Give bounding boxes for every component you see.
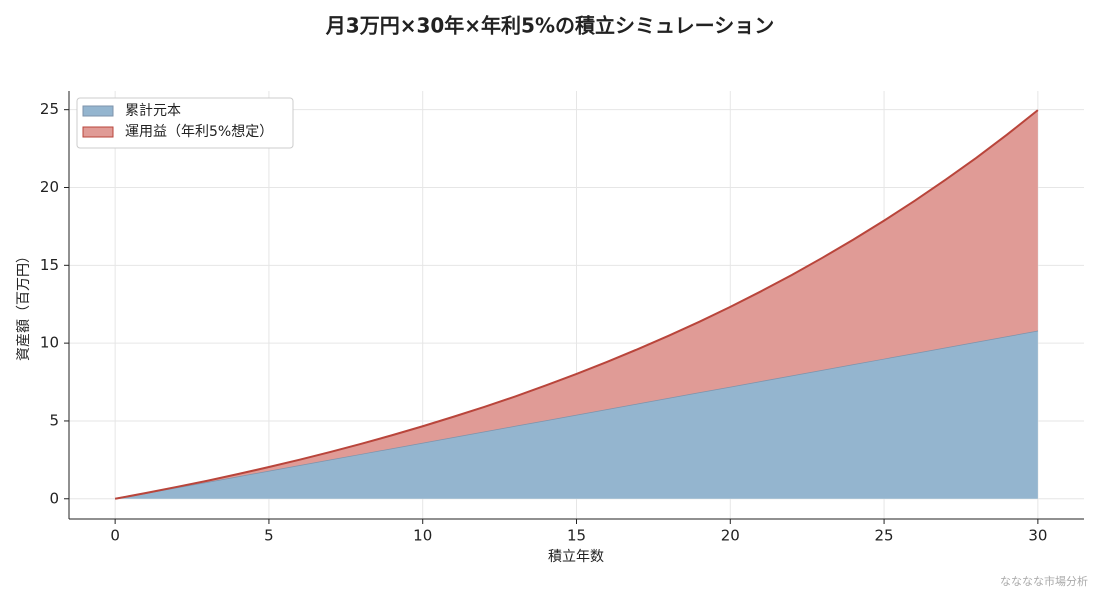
legend-swatch	[82, 126, 114, 138]
area	[115, 110, 1038, 499]
y-tick-label: 20	[40, 178, 59, 196]
legend-label: 運用益（年利5%想定）	[125, 124, 273, 140]
y-axis-label: 資産額（百万円）	[16, 249, 32, 361]
x-tick-label: 5	[264, 527, 274, 545]
legend-box	[76, 97, 294, 149]
y-tick-label: 15	[40, 256, 59, 274]
legend-label: 累計元本	[125, 103, 181, 119]
chart-title: 月3万円×30年×年利5%の積立シミュレーション	[325, 14, 774, 38]
x-tick-label: 30	[1028, 527, 1047, 545]
source-note: なななな市場分析	[1000, 574, 1088, 588]
y-tick-label: 5	[49, 411, 59, 429]
x-axis-label: 積立年数	[548, 549, 604, 565]
x-tick-label: 20	[721, 527, 740, 545]
legend-swatch	[82, 105, 114, 117]
y-tick-label: 10	[40, 334, 59, 352]
y-tick-label: 0	[49, 489, 59, 507]
x-tick-label: 0	[110, 527, 120, 545]
x-tick-label: 15	[567, 527, 586, 545]
x-tick-label: 25	[875, 527, 894, 545]
area-edge	[115, 329, 1038, 500]
y-tick-label: 25	[40, 100, 59, 118]
area-edge	[114, 109, 1039, 500]
x-tick-label: 10	[413, 527, 432, 545]
